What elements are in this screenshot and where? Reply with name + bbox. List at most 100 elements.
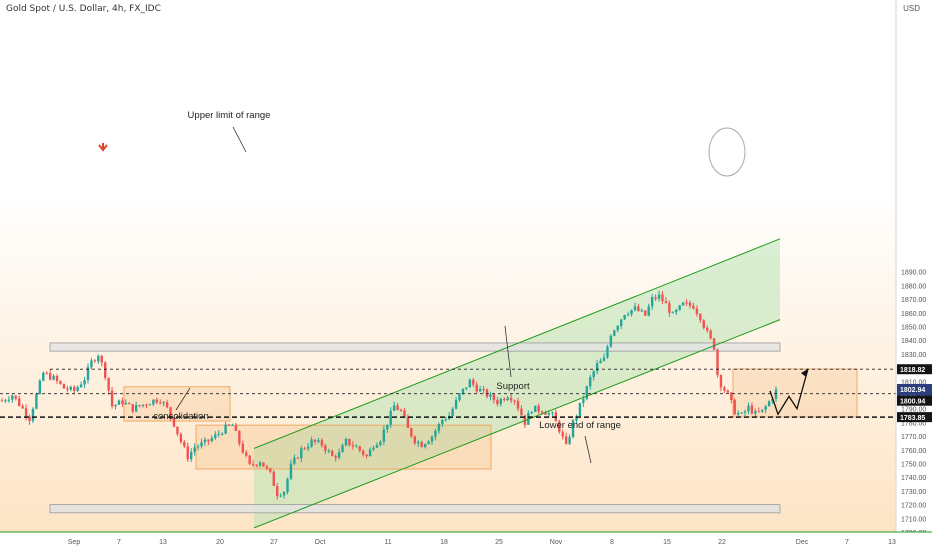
candle-body xyxy=(568,436,571,444)
candle-body xyxy=(561,431,564,437)
candle-body xyxy=(585,386,588,400)
candle-body xyxy=(458,393,461,400)
candle-body xyxy=(214,434,217,439)
candle-body xyxy=(719,375,723,388)
candle-body xyxy=(362,450,365,455)
candle-body xyxy=(303,448,306,450)
candle-body xyxy=(110,390,114,407)
candle-body xyxy=(571,420,575,437)
pointer-lower xyxy=(584,435,592,464)
candle-body xyxy=(712,338,716,350)
candle-body xyxy=(564,436,568,444)
y-tick-label: 1710.00 xyxy=(901,516,926,523)
target-box xyxy=(732,368,858,418)
candle-body xyxy=(434,430,437,437)
channel-upper-line xyxy=(253,238,781,449)
candle-body xyxy=(7,399,11,401)
candle-body xyxy=(709,330,712,339)
candle-body xyxy=(310,439,313,447)
candle-body xyxy=(582,399,585,403)
candle-body xyxy=(743,411,747,413)
candle-body xyxy=(265,466,269,469)
x-tick-label: 8 xyxy=(610,539,614,546)
candle-body xyxy=(251,463,255,465)
candle-body xyxy=(83,380,86,385)
candle-body xyxy=(141,404,145,407)
candle-body xyxy=(269,468,272,472)
candle-body xyxy=(355,446,358,448)
symbol-title: Gold Spot / U.S. Dollar, 4h, FX_IDC xyxy=(6,4,161,14)
candle-body xyxy=(372,447,375,450)
candle-body xyxy=(45,372,48,374)
candle-body xyxy=(224,424,227,434)
candle-body xyxy=(730,392,733,400)
candle-body xyxy=(234,424,238,431)
y-tick-label: 1810.00 xyxy=(901,379,926,386)
candle-body xyxy=(300,448,303,459)
candle-body xyxy=(207,439,210,442)
candle-body xyxy=(389,410,392,425)
candle-body xyxy=(117,400,121,405)
candle-body xyxy=(66,388,69,390)
candle-body xyxy=(344,438,348,446)
y-tick-label: 1720.00 xyxy=(901,503,926,510)
annotation-support: Support xyxy=(496,381,530,392)
candle-body xyxy=(107,377,110,391)
candle-body xyxy=(351,445,355,447)
candle-body xyxy=(616,326,619,331)
candle-body xyxy=(706,327,709,331)
candle-body xyxy=(79,384,83,388)
candle-body xyxy=(337,452,341,458)
candle-body xyxy=(241,443,244,453)
candle-body xyxy=(24,408,28,417)
candle-body xyxy=(4,400,7,402)
candle-body xyxy=(637,306,640,311)
candle-body xyxy=(654,297,657,299)
candle-body xyxy=(76,387,79,391)
candle-body xyxy=(644,310,647,316)
y-tick-label: 1790.00 xyxy=(901,407,926,414)
candle-body xyxy=(688,302,692,306)
price-tag-label: 1818.82 xyxy=(900,367,925,374)
candle-body xyxy=(537,405,540,412)
candle-body xyxy=(723,387,726,391)
y-tick-label: 1750.00 xyxy=(901,462,926,469)
candle-body xyxy=(279,495,282,497)
candle-body xyxy=(286,478,289,492)
candle-body xyxy=(465,387,468,389)
price-axis-panel xyxy=(896,0,932,550)
candle-body xyxy=(169,407,172,418)
candle-body xyxy=(375,444,379,448)
candle-body xyxy=(496,400,499,405)
candle-body xyxy=(558,421,561,432)
candle-body xyxy=(503,398,506,401)
candle-body xyxy=(365,454,368,457)
candle-body xyxy=(595,363,599,372)
price-tag-label: 1800.94 xyxy=(900,399,925,406)
candle-body xyxy=(200,442,203,447)
candle-body xyxy=(48,373,52,380)
candle-body xyxy=(203,439,207,443)
candle-body xyxy=(492,394,496,401)
candle-body xyxy=(396,405,399,411)
candle-body xyxy=(11,395,14,400)
candle-body xyxy=(427,441,430,445)
candle-body xyxy=(509,397,513,401)
candle-body xyxy=(695,308,699,314)
candle-body xyxy=(406,417,410,429)
y-tick-label: 1860.00 xyxy=(901,311,926,318)
y-tick-label: 1870.00 xyxy=(901,297,926,304)
candle-body xyxy=(52,375,55,380)
x-tick-label: 27 xyxy=(270,539,278,546)
candle-body xyxy=(650,297,654,307)
candle-body xyxy=(193,447,196,452)
candle-body xyxy=(399,410,403,412)
candle-body xyxy=(31,408,35,421)
x-tick-label: 7 xyxy=(845,539,849,546)
candle-body xyxy=(121,400,124,405)
time-axis-panel xyxy=(0,532,932,550)
candle-body xyxy=(42,372,45,381)
peak-arrow-icon xyxy=(98,143,108,152)
